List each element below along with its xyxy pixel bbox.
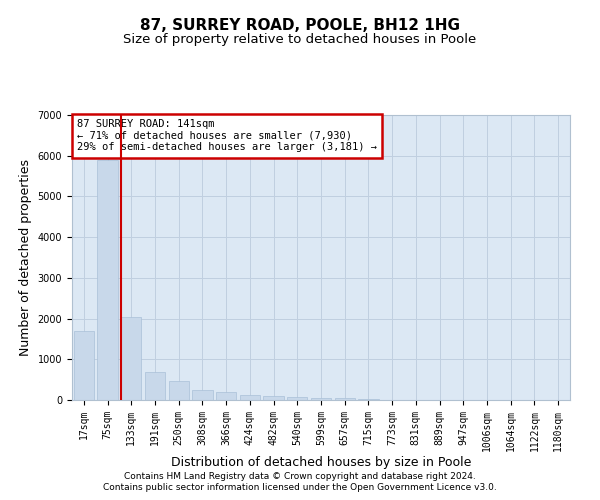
Text: Size of property relative to detached houses in Poole: Size of property relative to detached ho… xyxy=(124,32,476,46)
Bar xyxy=(193,390,212,400)
Bar xyxy=(311,398,331,400)
Bar xyxy=(145,372,165,400)
Bar xyxy=(74,331,94,400)
Text: Contains HM Land Registry data © Crown copyright and database right 2024.: Contains HM Land Registry data © Crown c… xyxy=(124,472,476,481)
Bar xyxy=(97,160,118,400)
Bar xyxy=(121,316,142,400)
Text: 87 SURREY ROAD: 141sqm
← 71% of detached houses are smaller (7,930)
29% of semi-: 87 SURREY ROAD: 141sqm ← 71% of detached… xyxy=(77,120,377,152)
Text: Contains public sector information licensed under the Open Government Licence v3: Contains public sector information licen… xyxy=(103,484,497,492)
Bar xyxy=(240,394,260,400)
Bar xyxy=(216,392,236,400)
Bar xyxy=(358,399,379,400)
Y-axis label: Number of detached properties: Number of detached properties xyxy=(19,159,32,356)
Bar xyxy=(263,396,284,400)
Bar xyxy=(169,381,189,400)
Text: 87, SURREY ROAD, POOLE, BH12 1HG: 87, SURREY ROAD, POOLE, BH12 1HG xyxy=(140,18,460,32)
X-axis label: Distribution of detached houses by size in Poole: Distribution of detached houses by size … xyxy=(171,456,471,469)
Bar xyxy=(335,398,355,400)
Bar xyxy=(287,397,307,400)
